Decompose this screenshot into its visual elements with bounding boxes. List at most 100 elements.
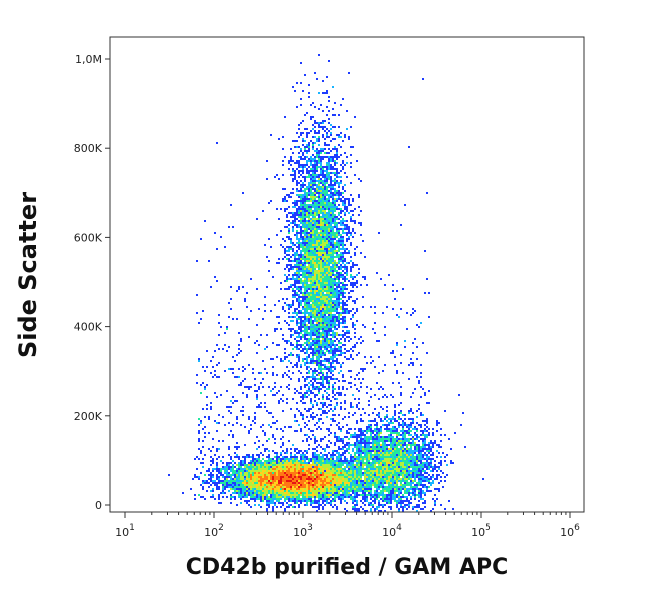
event-dot	[328, 388, 330, 390]
event-dot	[292, 290, 294, 292]
event-dot	[312, 496, 314, 498]
event-dot	[298, 302, 300, 304]
event-dot	[312, 470, 314, 472]
event-dot	[306, 320, 308, 322]
event-dot	[308, 320, 310, 322]
event-dot	[340, 268, 342, 270]
event-dot	[354, 492, 356, 494]
event-dot	[236, 478, 238, 480]
event-dot	[348, 480, 350, 482]
event-dot	[296, 282, 298, 284]
event-dot	[318, 354, 320, 356]
event-dot	[332, 236, 334, 238]
event-dot	[318, 216, 320, 218]
event-dot	[338, 498, 340, 500]
event-dot	[244, 486, 246, 488]
event-dot	[224, 470, 226, 472]
event-dot	[382, 462, 384, 464]
event-dot	[330, 184, 332, 186]
event-dot	[298, 262, 300, 264]
event-dot	[300, 202, 302, 204]
event-dot	[256, 498, 258, 500]
event-dot	[414, 468, 416, 470]
event-dot	[380, 428, 382, 430]
event-dot	[282, 308, 284, 310]
event-dot	[374, 466, 376, 468]
event-dot	[308, 466, 310, 468]
event-dot	[226, 482, 228, 484]
event-dot	[294, 266, 296, 268]
event-dot	[360, 482, 362, 484]
event-dot	[314, 396, 316, 398]
event-dot	[244, 480, 246, 482]
event-dot	[308, 172, 310, 174]
event-dot	[326, 152, 328, 154]
event-dot	[336, 218, 338, 220]
event-dot	[346, 240, 348, 242]
event-dot	[364, 470, 366, 472]
event-dot	[324, 192, 326, 194]
event-dot	[276, 466, 278, 468]
event-dot	[332, 320, 334, 322]
event-dot	[326, 162, 328, 164]
event-dot	[326, 242, 328, 244]
event-dot	[310, 298, 312, 300]
event-dot	[314, 222, 316, 224]
event-dot	[332, 306, 334, 308]
event-dot	[336, 198, 338, 200]
event-dot	[334, 252, 336, 254]
event-dot	[310, 244, 312, 246]
event-dot	[318, 490, 320, 492]
event-dot	[304, 336, 306, 338]
event-dot	[384, 448, 386, 450]
event-dot	[276, 460, 278, 462]
event-dot	[216, 470, 218, 472]
event-dot	[340, 342, 342, 344]
event-dot	[236, 486, 238, 488]
event-dot	[326, 486, 328, 488]
event-dot	[282, 394, 284, 396]
event-dot	[204, 480, 206, 482]
event-dot	[306, 240, 308, 242]
event-dot	[324, 286, 326, 288]
event-dot	[294, 218, 296, 220]
event-dot	[304, 234, 306, 236]
event-dot	[338, 298, 340, 300]
event-dot	[324, 142, 326, 144]
event-dot	[332, 468, 334, 470]
event-dot	[382, 466, 384, 468]
event-dot	[336, 158, 338, 160]
event-dot	[308, 204, 310, 206]
event-dot	[362, 468, 364, 470]
event-dot	[280, 496, 282, 498]
event-dot	[256, 488, 258, 490]
event-dot	[316, 340, 318, 342]
event-dot	[298, 242, 300, 244]
event-dot	[324, 266, 326, 268]
event-dot	[312, 334, 314, 336]
event-dot	[386, 456, 388, 458]
event-dot	[240, 486, 242, 488]
event-dot	[282, 496, 284, 498]
event-dot	[396, 448, 398, 450]
event-dot	[320, 156, 322, 158]
event-dot	[414, 466, 416, 468]
event-dot	[236, 468, 238, 470]
event-dot	[298, 410, 300, 412]
event-dot	[288, 248, 290, 250]
event-dot	[326, 416, 328, 418]
event-dot	[330, 314, 332, 316]
event-dot	[336, 476, 338, 478]
event-dot	[336, 290, 338, 292]
event-dot	[336, 404, 338, 406]
event-dot	[336, 208, 338, 210]
event-dot	[278, 484, 280, 486]
event-dot	[310, 200, 312, 202]
event-dot	[304, 476, 306, 478]
event-dot	[310, 228, 312, 230]
event-dot	[324, 486, 326, 488]
event-dot	[324, 358, 326, 360]
event-dot	[294, 470, 296, 472]
event-dot	[316, 204, 318, 206]
event-dot	[340, 460, 342, 462]
